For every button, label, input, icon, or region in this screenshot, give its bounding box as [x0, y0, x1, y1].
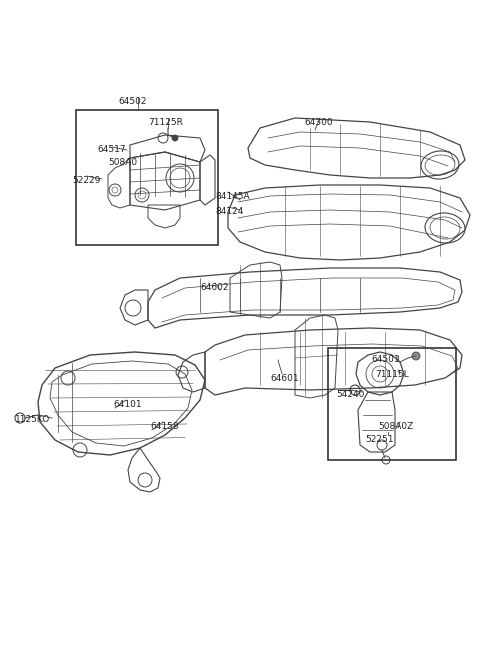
Text: 71125R: 71125R	[148, 118, 183, 127]
Text: 64601: 64601	[270, 374, 299, 383]
Text: 52251: 52251	[365, 435, 394, 444]
Text: 64602: 64602	[200, 283, 228, 292]
Text: 64517: 64517	[97, 145, 126, 154]
Bar	[76, 110, 218, 245]
Text: 508A0: 508A0	[108, 158, 137, 167]
Text: 64501: 64501	[371, 355, 400, 364]
Text: 54240: 54240	[336, 390, 364, 399]
Circle shape	[412, 352, 420, 360]
Text: 84145A: 84145A	[215, 192, 250, 201]
Text: 64101: 64101	[113, 400, 142, 409]
Text: 64158: 64158	[150, 422, 179, 431]
Circle shape	[172, 135, 178, 141]
Text: 64300: 64300	[304, 118, 333, 127]
Text: 508A0Z: 508A0Z	[378, 422, 413, 431]
Text: 1125KO: 1125KO	[15, 415, 50, 424]
Bar	[328, 348, 456, 460]
Text: 64502: 64502	[118, 97, 146, 106]
Text: 71115L: 71115L	[375, 370, 409, 379]
Text: 84124: 84124	[215, 207, 243, 216]
Text: 52229: 52229	[72, 176, 100, 185]
